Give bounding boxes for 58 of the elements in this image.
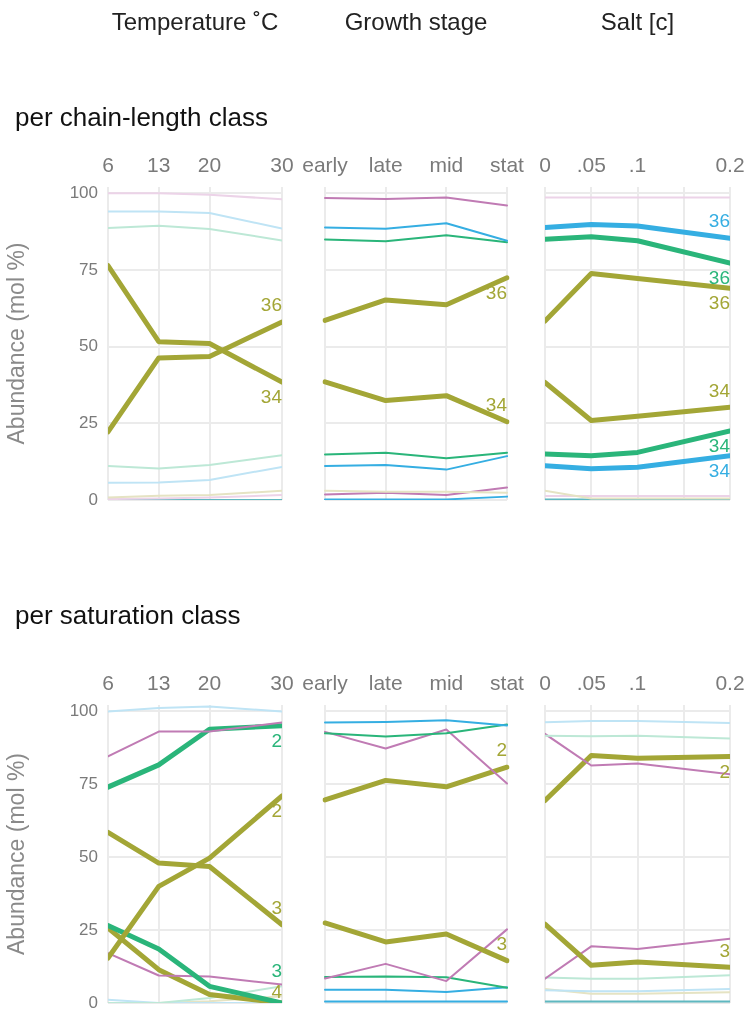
chart-subtitle: per saturation class bbox=[15, 600, 241, 631]
series-label: 2 bbox=[271, 729, 282, 751]
series-label: 34 bbox=[485, 393, 508, 415]
series-label: 3 bbox=[271, 960, 282, 982]
x-tick-label: .1 bbox=[628, 153, 647, 177]
series-label: 36 bbox=[260, 294, 282, 316]
series-label: 3 bbox=[496, 932, 507, 954]
x-tick-label: 30 bbox=[270, 153, 294, 177]
x-tick-label: stat bbox=[490, 671, 525, 695]
x-tick-label: 0.2 bbox=[715, 153, 745, 177]
x-tick-label: 0.2 bbox=[715, 671, 745, 695]
x-tick-label: 13 bbox=[147, 153, 171, 177]
x-tick-label: mid bbox=[429, 153, 464, 177]
chart-title: Temperature ˚C bbox=[110, 8, 280, 36]
series-label: 34 bbox=[260, 386, 283, 408]
series-label: 2 bbox=[496, 739, 507, 761]
x-tick-label: late bbox=[368, 153, 403, 177]
series-label: 34 bbox=[708, 460, 731, 482]
y-tick-label: 0 bbox=[88, 992, 98, 1011]
y-tick-label: 75 bbox=[79, 259, 98, 279]
x-tick-label: .05 bbox=[576, 671, 606, 695]
y-tick-label: 50 bbox=[79, 336, 98, 356]
x-tick-label: early bbox=[302, 671, 349, 695]
y-tick-label: 50 bbox=[79, 846, 98, 866]
y-tick-label: 75 bbox=[79, 773, 98, 793]
x-tick-label: stat bbox=[490, 153, 525, 177]
chart-subtitle: per chain-length class bbox=[15, 102, 268, 133]
y-axis-title: Abundance (mol %) bbox=[3, 753, 30, 955]
x-tick-label: 0 bbox=[539, 153, 551, 177]
x-tick-label: .05 bbox=[576, 153, 606, 177]
series-label: 2 bbox=[271, 800, 282, 822]
chart-title: Salt [c] bbox=[599, 8, 676, 36]
series-label: 36 bbox=[708, 210, 730, 232]
y-tick-label: 25 bbox=[79, 412, 98, 432]
series-label: 34 bbox=[708, 379, 731, 401]
series-label: 36 bbox=[708, 292, 730, 314]
x-tick-label: .1 bbox=[628, 671, 647, 695]
series-label: 4 bbox=[271, 981, 283, 1003]
x-tick-label: 20 bbox=[197, 671, 222, 695]
y-tick-label: 100 bbox=[69, 700, 98, 720]
series-label: 3 bbox=[719, 939, 730, 961]
y-axis-title: Abundance (mol %) bbox=[3, 242, 30, 445]
x-tick-label: mid bbox=[429, 671, 464, 695]
series-label: 34 bbox=[708, 435, 731, 457]
y-tick-label: 100 bbox=[69, 182, 98, 202]
chart-title: Growth stage bbox=[343, 8, 489, 36]
x-tick-label: 30 bbox=[270, 671, 294, 695]
x-tick-label: 20 bbox=[197, 153, 222, 177]
series-label: 36 bbox=[708, 267, 730, 289]
x-tick-label: 0 bbox=[539, 671, 551, 695]
series-label: 3 bbox=[271, 896, 282, 918]
x-tick-label: 13 bbox=[147, 671, 171, 695]
y-tick-label: 25 bbox=[79, 919, 98, 939]
x-tick-label: late bbox=[368, 671, 403, 695]
x-tick-label: early bbox=[302, 153, 349, 177]
y-tick-label: 0 bbox=[88, 489, 98, 509]
x-tick-label: 6 bbox=[102, 671, 114, 695]
x-tick-label: 6 bbox=[102, 153, 114, 177]
